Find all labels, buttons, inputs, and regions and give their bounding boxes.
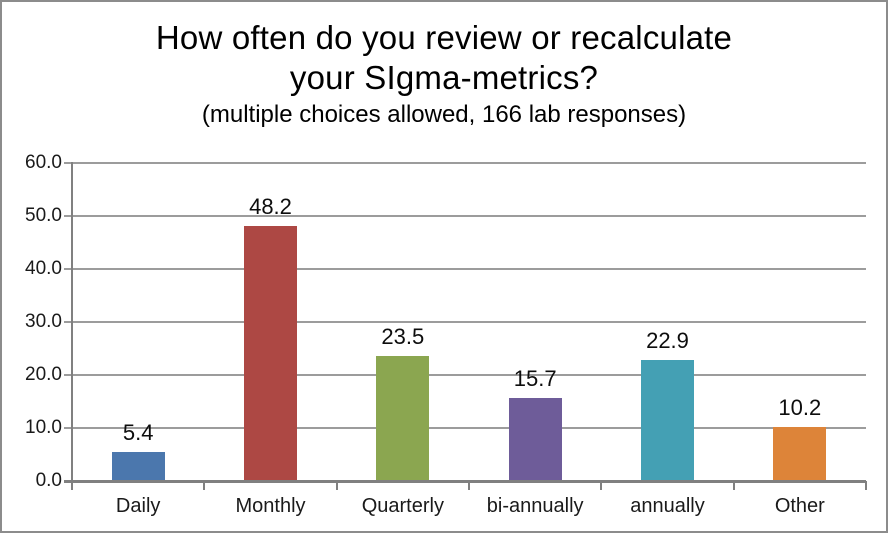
bar-value-label-annually: 22.9 [646, 327, 689, 353]
bar-Daily [111, 452, 165, 480]
gridline-20.0 [64, 374, 866, 376]
bar-Other [773, 426, 827, 480]
x-axis-tick [865, 481, 867, 490]
x-axis-category-label-Other: Other [774, 495, 825, 517]
x-axis-category-label-Daily: Daily [115, 495, 161, 517]
x-axis-tick [203, 481, 206, 490]
chart-title-line-1: How often do you review or recalculate [155, 19, 733, 56]
y-axis-tick-label: 40.0 [25, 258, 62, 279]
bar-value-label-Daily: 5.4 [122, 420, 154, 446]
y-axis-tick-label: 30.0 [25, 311, 62, 332]
x-axis-category-label-Quarterly: Quarterly [361, 495, 444, 517]
x-axis-category-label-annually: annually [630, 495, 705, 517]
gridline-10.0 [64, 427, 866, 429]
y-axis-tick-label: 50.0 [25, 205, 62, 226]
bar-Quarterly [376, 356, 430, 480]
bar-value-label-bi-annually: 15.7 [513, 365, 557, 391]
x-axis-category-label-Monthly: Monthly [235, 495, 306, 517]
gridline-50.0 [64, 215, 866, 217]
x-axis-tick [468, 481, 470, 490]
bar-Monthly [244, 225, 297, 480]
gridline-30.0 [64, 321, 866, 323]
y-axis-tick-label: 20.0 [25, 364, 62, 385]
y-axis-tick-label: 60.0 [25, 152, 62, 173]
x-axis-tick [335, 481, 338, 490]
bar-value-label-Monthly: 48.2 [249, 193, 292, 219]
bar-value-label-Quarterly: 23.5 [381, 324, 425, 350]
chart-title-line-2: your SIgma-metrics? [289, 59, 599, 96]
x-axis-line [64, 480, 866, 483]
y-axis-tick-label: 0.0 [35, 470, 62, 491]
x-axis-category-label-bi-annually: bi-annually [486, 495, 584, 517]
bar-annually [641, 359, 694, 480]
gridline-40.0 [64, 268, 866, 270]
y-axis-line [71, 162, 73, 490]
x-axis-tick [600, 481, 603, 490]
x-axis-tick [732, 481, 735, 490]
chart-subtitle: (multiple choices allowed, 166 lab respo… [201, 101, 687, 128]
chart-title-block: How often do you review or recalculate y… [2, 18, 886, 130]
bar-bi-annually [508, 397, 562, 480]
bar-value-label-Other: 10.2 [778, 394, 822, 420]
gridline-60.0 [64, 162, 866, 164]
y-axis-tick-label: 10.0 [25, 417, 62, 438]
